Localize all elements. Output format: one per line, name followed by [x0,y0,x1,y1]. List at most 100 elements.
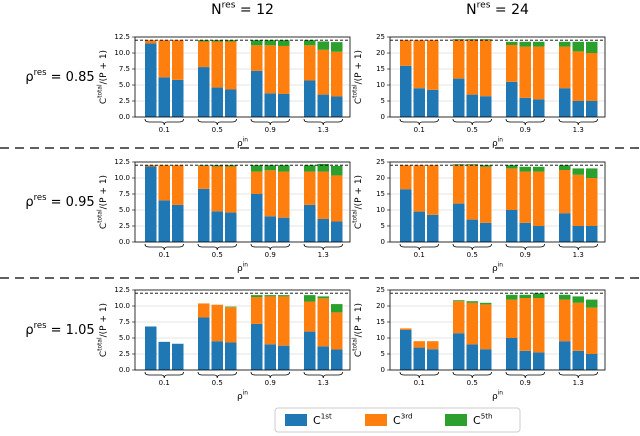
y-tick-label: 12.5 [114,33,130,41]
bar-segment [453,164,465,166]
bar-segment [400,65,412,117]
bar-segment [466,94,478,117]
bar-segment [317,41,329,50]
bar-segment [158,40,170,78]
bar-segment [519,222,531,242]
bar-segment [304,295,316,302]
bar-segment [533,298,545,353]
bar-segment [519,294,531,298]
x-axis-label-sup: in [498,262,504,268]
y-axis-label-main: C [354,351,364,357]
bar-segment [586,168,598,178]
y-tick-label: 10 [376,206,385,214]
row-label: ρres = 0.85 [25,66,94,84]
bar-segment [225,40,237,42]
group-brace [558,371,598,379]
x-tick-label: 1.3 [573,126,584,134]
y-tick-label: 0.0 [119,366,130,374]
bar-segment [427,214,439,242]
bar-segment [317,94,329,117]
y-axis-label-sup: total [97,84,103,98]
group-brace [303,371,343,379]
bar-segment [211,87,223,117]
bar-segment [331,42,343,52]
x-tick-label: 0.5 [212,379,223,387]
y-tick-label: 0.0 [119,113,130,121]
bar-segment [278,165,290,172]
bar-segment [225,166,237,213]
bar-segment [519,171,531,223]
bar-segment [427,40,439,90]
bar-segment [145,166,157,242]
x-tick-label: 0.9 [265,251,276,259]
bar-segment [427,349,439,370]
bar-segment [331,304,343,313]
bar-segment [506,299,518,338]
bar-segment [317,171,329,219]
bar-segment [586,354,598,370]
bar-segment [198,303,210,318]
x-axis-label: ρin [492,390,503,402]
y-axis-label-main: C [99,98,109,104]
x-tick-label: 1.3 [318,379,329,387]
bar-segment [317,49,329,95]
bar-segment [211,304,223,342]
y-tick-label: 7.5 [119,318,130,326]
y-axis-label-sup: total [352,337,358,351]
y-tick-label: 10 [376,81,385,89]
bar-segment [480,302,492,305]
y-tick-label: 25 [376,158,385,166]
row-label: ρres = 1.05 [25,319,94,337]
row-label-main: ρ [25,195,33,210]
bar-segment [331,175,343,222]
bar-segment [304,331,316,370]
bar-segment [331,96,343,117]
bar-segment [331,51,343,97]
group-brace [558,243,598,251]
bar-segment [466,301,478,303]
y-axis-label-sup: total [352,209,358,223]
x-tick-label: 0.9 [520,379,531,387]
bar-segment [572,302,584,351]
bar-segment [480,39,492,41]
axes-frame [389,36,606,118]
bar-segment [304,80,316,117]
y-tick-label: 10.0 [114,174,130,182]
y-axis-label-rest: /(P + 1) [99,303,109,337]
group-brace [303,243,343,251]
bar-segment [172,165,184,205]
bar-segment [172,40,184,80]
legend-swatch [285,414,307,426]
group-brace [399,243,439,251]
row-label-rest: = 0.85 [47,70,95,85]
bar-segment [225,165,237,167]
bar-segment [172,79,184,117]
bar-segment [264,344,276,370]
group-brace [303,118,343,126]
bar-segment [586,53,598,101]
y-tick-label: 5 [381,350,385,358]
bar-segment [317,346,329,370]
group-brace [399,371,439,379]
bar-segment [586,101,598,117]
bar-segment [427,341,439,350]
bar-segment [413,40,425,89]
row-label-main: ρ [25,70,33,85]
group-brace [250,371,290,379]
axes-frame [134,161,351,243]
bar-segment [480,96,492,117]
y-tick-label: 10.0 [114,302,130,310]
y-axis-label: Ctotal/(P + 1) [97,175,109,229]
x-tick-label: 0.1 [159,126,170,134]
x-axis-label-main: ρ [492,139,498,149]
y-tick-label: 15 [376,318,385,326]
bar-segment [264,93,276,117]
y-axis-label-rest: /(P + 1) [99,50,109,84]
x-axis-label-main: ρ [492,264,498,274]
bar-segment [264,216,276,242]
y-tick-label: 2.5 [119,97,130,105]
bar-segment [466,39,478,41]
x-tick-label: 0.5 [212,251,223,259]
legend-swatch [445,414,467,426]
